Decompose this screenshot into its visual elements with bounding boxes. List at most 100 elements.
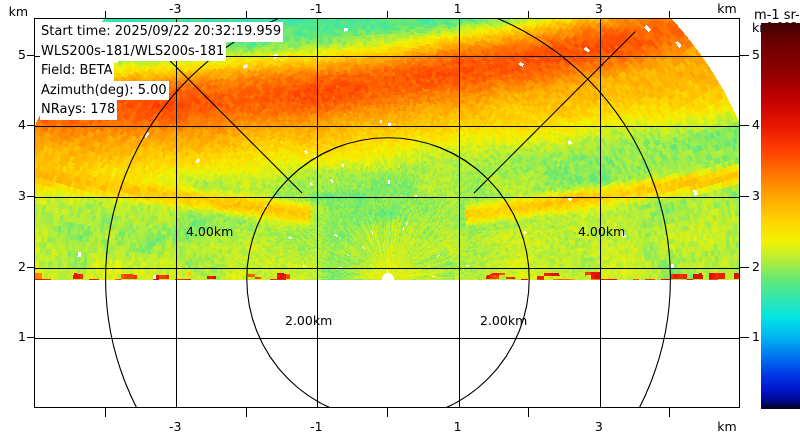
colorbar-segment [761,381,800,384]
colorbar-segment [761,202,800,205]
colorbar-segment [761,58,800,61]
x-tick-label-bottom: -3 [168,419,182,434]
colorbar-segment [761,225,800,229]
colorbar-segment [761,327,800,330]
x-tick-label-top: -3 [168,1,182,16]
colorbar-segment [761,394,800,397]
colorbar-segment [761,263,800,266]
colorbar-segment [761,308,800,311]
colorbar-segment [761,102,800,105]
colorbar-segment [761,334,800,337]
colorbar-segment [761,360,800,363]
axis-tick [669,408,671,417]
instrument-label: WLS200s-181/WLS200s-181 [40,41,227,61]
colorbar-segment [761,148,800,151]
colorbar-segment [761,370,800,373]
colorbar-segment [761,136,800,139]
colorbar-segment [761,146,800,149]
colorbar-segment [761,248,800,251]
colorbar-segment [761,309,800,312]
colorbar-segment [761,290,800,293]
colorbar-segment [761,103,800,106]
colorbar-segment [761,361,800,364]
colorbar-segment [761,230,800,233]
colorbar-segment [761,400,800,403]
colorbar-segment [761,142,800,145]
colorbar-segment [761,228,800,231]
axis-tick [245,408,247,417]
colorbar-segment [761,87,800,90]
colorbar-segment [761,291,800,294]
colorbar-segment [761,93,800,96]
range-ring-label: 2.00km [480,313,528,328]
colorbar-segment [761,322,800,326]
colorbar-segment [761,122,800,126]
colorbar-segment [761,378,800,381]
colorbar-segment [761,369,800,372]
colorbar-segment [761,70,800,73]
colorbar-segment [761,299,800,302]
colorbar-segment [761,187,800,190]
axis-tick [740,266,749,268]
colorbar-segment [761,355,800,358]
axis-tick [669,11,671,18]
axis-tick [27,196,34,197]
colorbar-segment [761,24,800,27]
colorbar-segment [761,114,800,117]
colorbar-segment [761,157,800,160]
gridline-horizontal [35,338,739,340]
axis-unit-top-left: km [8,4,28,19]
colorbar-segment [761,281,800,284]
colorbar-segment [761,402,800,405]
y-tick-label-right: 2 [752,258,760,274]
colorbar-segment [761,194,800,197]
colorbar-segment [761,254,800,257]
colorbar-segment [761,331,800,334]
colorbar-segment [761,85,800,88]
y-tick-label-right: 3 [752,188,760,204]
colorbar-segment [761,31,800,35]
colorbar-segment [761,267,800,270]
colorbar-segment [761,37,800,40]
y-tick-label-left: 1 [18,329,26,345]
colorbar-segment [761,61,800,64]
colorbar-segment [761,273,800,276]
colorbar-segment [761,134,800,137]
colorbar-segment [761,376,800,379]
colorbar-segment [761,69,800,72]
colorbar-segment [761,203,800,206]
colorbar-segment [761,115,800,118]
colorbar-segment [761,222,800,226]
colorbar-top-label: 0.003 [766,20,798,33]
colorbar-segment [761,306,800,309]
colorbar-segment [761,260,800,263]
colorbar-segment [761,155,800,158]
colorbar-segment [761,311,800,314]
colorbar-segment [761,158,800,161]
colorbar-segment [761,100,800,103]
colorbar [761,20,800,409]
colorbar-segment [761,296,800,299]
colorbar-segment [761,160,800,163]
colorbar-segment [761,49,800,52]
colorbar-segment [761,34,800,37]
colorbar-segment [761,84,800,87]
colorbar-segment [761,72,800,75]
axis-tick [528,11,530,18]
gridline-vertical [317,19,319,407]
colorbar-segment [761,55,800,58]
x-tick-label-bottom: -1 [310,419,323,434]
colorbar-segment [761,214,800,217]
colorbar-segment [761,239,800,242]
colorbar-title: m-1 sr-1 [754,8,800,23]
gridline-vertical [176,19,178,407]
colorbar-segment [761,145,800,148]
colorbar-segment [761,112,800,115]
x-tick-label-bottom: 1 [453,419,462,434]
axis-tick [387,408,388,417]
range-ring-label: 4.00km [186,224,234,239]
colorbar-segment [761,388,800,391]
colorbar-segment [761,261,800,264]
colorbar-segment [761,45,800,48]
